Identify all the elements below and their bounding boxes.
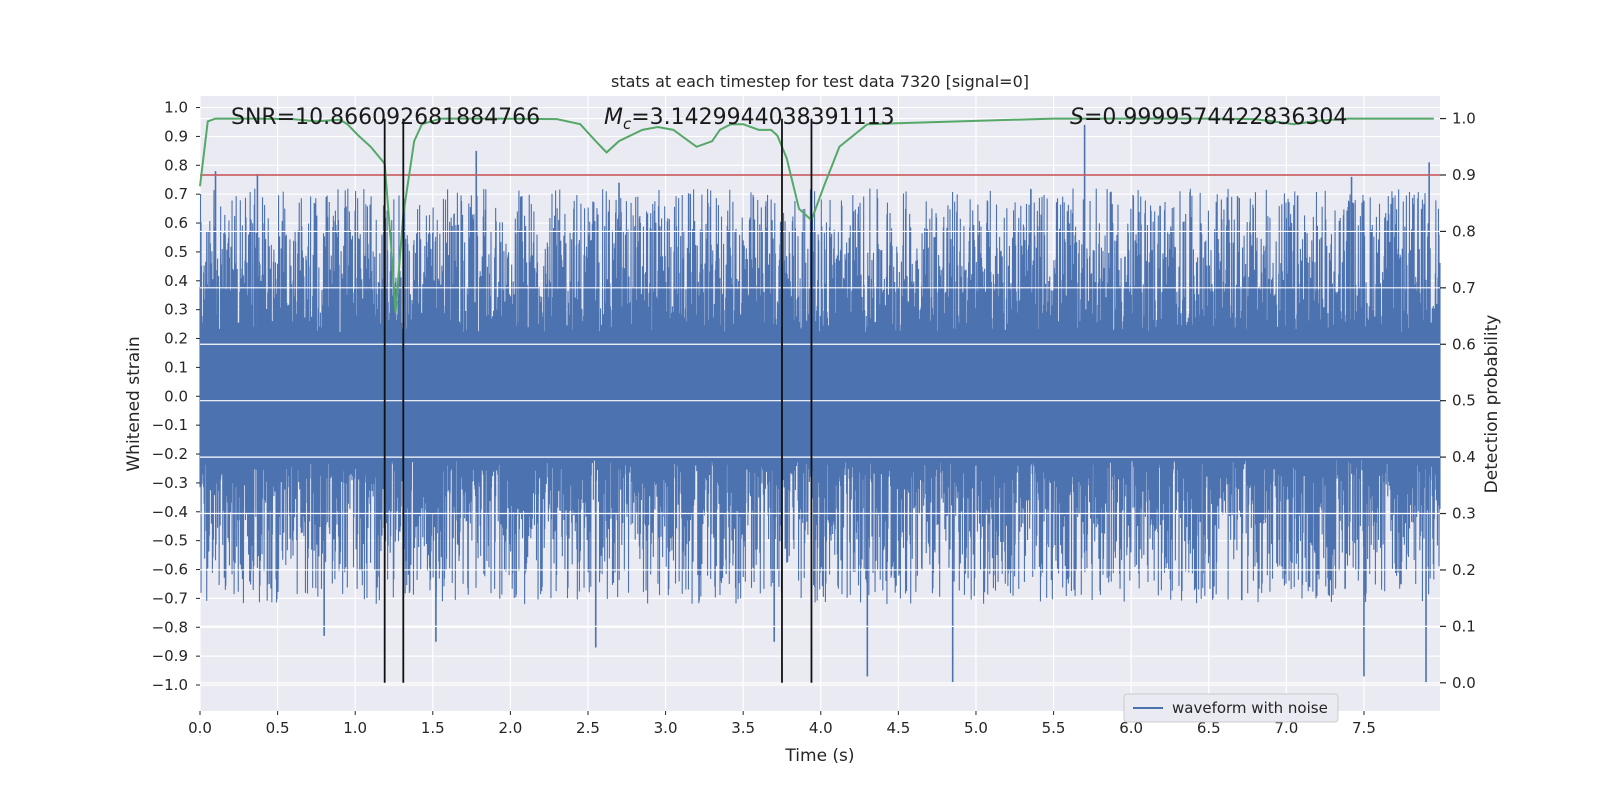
chirp-mass-value: =3.1429944038391113 [631,105,894,130]
y-tick-label: 0.4 [164,272,188,290]
chart-title: stats at each timestep for test data 732… [611,72,1029,91]
x-tick-label: 5.5 [1042,719,1066,737]
y-tick-label: 0.9 [164,127,188,145]
y-tick-label: 1.0 [164,99,188,117]
y-tick-label: −0.8 [152,618,188,636]
x-tick-label: 7.0 [1274,719,1298,737]
chirp-mass-annotation: Mc=3.1429944038391113 [604,105,895,133]
x-axis-label: Time (s) [784,746,854,766]
y2-tick-label: 0.2 [1452,561,1476,579]
detection-probability-line [199,117,1434,314]
chirp-mass-subscript: c [623,115,632,133]
x-tick-label: 2.0 [498,719,522,737]
y-tick-label: 0.8 [164,156,188,174]
y-tick-label: −0.4 [152,503,188,521]
y-tick-label: 0.1 [164,358,188,376]
s-symbol: S [1070,105,1084,130]
waveform-dense-band [200,332,1440,460]
y2-tick-label: 0.5 [1452,392,1476,410]
x-tick-label: 1.5 [421,719,445,737]
s-value: =0.9999574422836304 [1084,105,1347,130]
x-tick-label: 3.5 [731,719,755,737]
waveform-line [199,188,1441,605]
y-tick-label: −1.0 [152,676,188,694]
s-annotation: S=0.9999574422836304 [1070,105,1347,130]
x-tick-label: 3.0 [654,719,678,737]
waveform-series [199,124,1441,683]
y2-tick-label: 0.1 [1452,617,1476,635]
y-tick-label: 0.6 [164,214,188,232]
x-tick-label: 1.0 [343,719,367,737]
x-tick-label: 4.0 [809,719,833,737]
x-tick-label: 2.5 [576,719,600,737]
x-axis-ticks: 0.0 0.5 1.0 1.5 2.0 2.5 3.0 3.5 4.0 4.5 5.0 5.5 6.0 6… [188,711,1376,737]
x-tick-label: 5.0 [964,719,988,737]
x-tick-label: 0.0 [188,719,212,737]
y2-tick-label: 0.9 [1452,166,1476,184]
y2-tick-label: 0.7 [1452,279,1476,297]
detection-probability-series [199,117,1434,314]
legend: waveform with noise [1123,693,1339,723]
y-tick-label: 0.2 [164,330,188,348]
vertical-markers [383,118,813,683]
y-axis-label: Whitened strain [124,336,144,471]
y2-tick-label: 1.0 [1452,110,1476,128]
x-tick-label: 7.5 [1352,719,1376,737]
snr-annotation: SNR=10.866092681884766 [231,105,540,130]
x-tick-label: 0.5 [266,719,290,737]
y-tick-label: 0.0 [164,387,188,405]
y-tick-label: −0.5 [152,532,188,550]
y2-tick-label: 0.8 [1452,222,1476,240]
y-tick-label: 0.3 [164,301,188,319]
y-tick-label: −0.3 [152,474,188,492]
y2-axis-label: Detection probability [1482,315,1502,494]
x-tick-label: 6.5 [1197,719,1221,737]
y2-tick-label: 0.0 [1452,674,1476,692]
y-tick-label: 0.7 [164,185,188,203]
y2-tick-label: 0.6 [1452,335,1476,353]
y-tick-label: −0.2 [152,445,188,463]
y-tick-label: −0.7 [152,589,188,607]
y2-axis-ticks: 1.0 0.9 0.8 0.7 0.6 0.5 0.4 0.3 0.2 0.1 0.0 [1440,110,1476,692]
x-tick-label: 6.0 [1119,719,1143,737]
y-tick-label: 0.5 [164,243,188,261]
y-tick-label: −0.6 [152,561,188,579]
legend-box [1123,693,1339,723]
legend-label: waveform with noise [1172,699,1328,717]
x-tick-label: 4.5 [886,719,910,737]
y-tick-label: −0.1 [152,416,188,434]
y-axis-ticks: 1.0 0.9 0.8 0.7 0.6 0.5 0.4 0.3 0.2 0.1 0.0 −0.1 −0.… [152,99,200,694]
chirp-mass-symbol: M [604,105,623,130]
y2-tick-label: 0.3 [1452,505,1476,523]
y-tick-label: −0.9 [152,647,188,665]
y2-tick-label: 0.4 [1452,448,1476,466]
